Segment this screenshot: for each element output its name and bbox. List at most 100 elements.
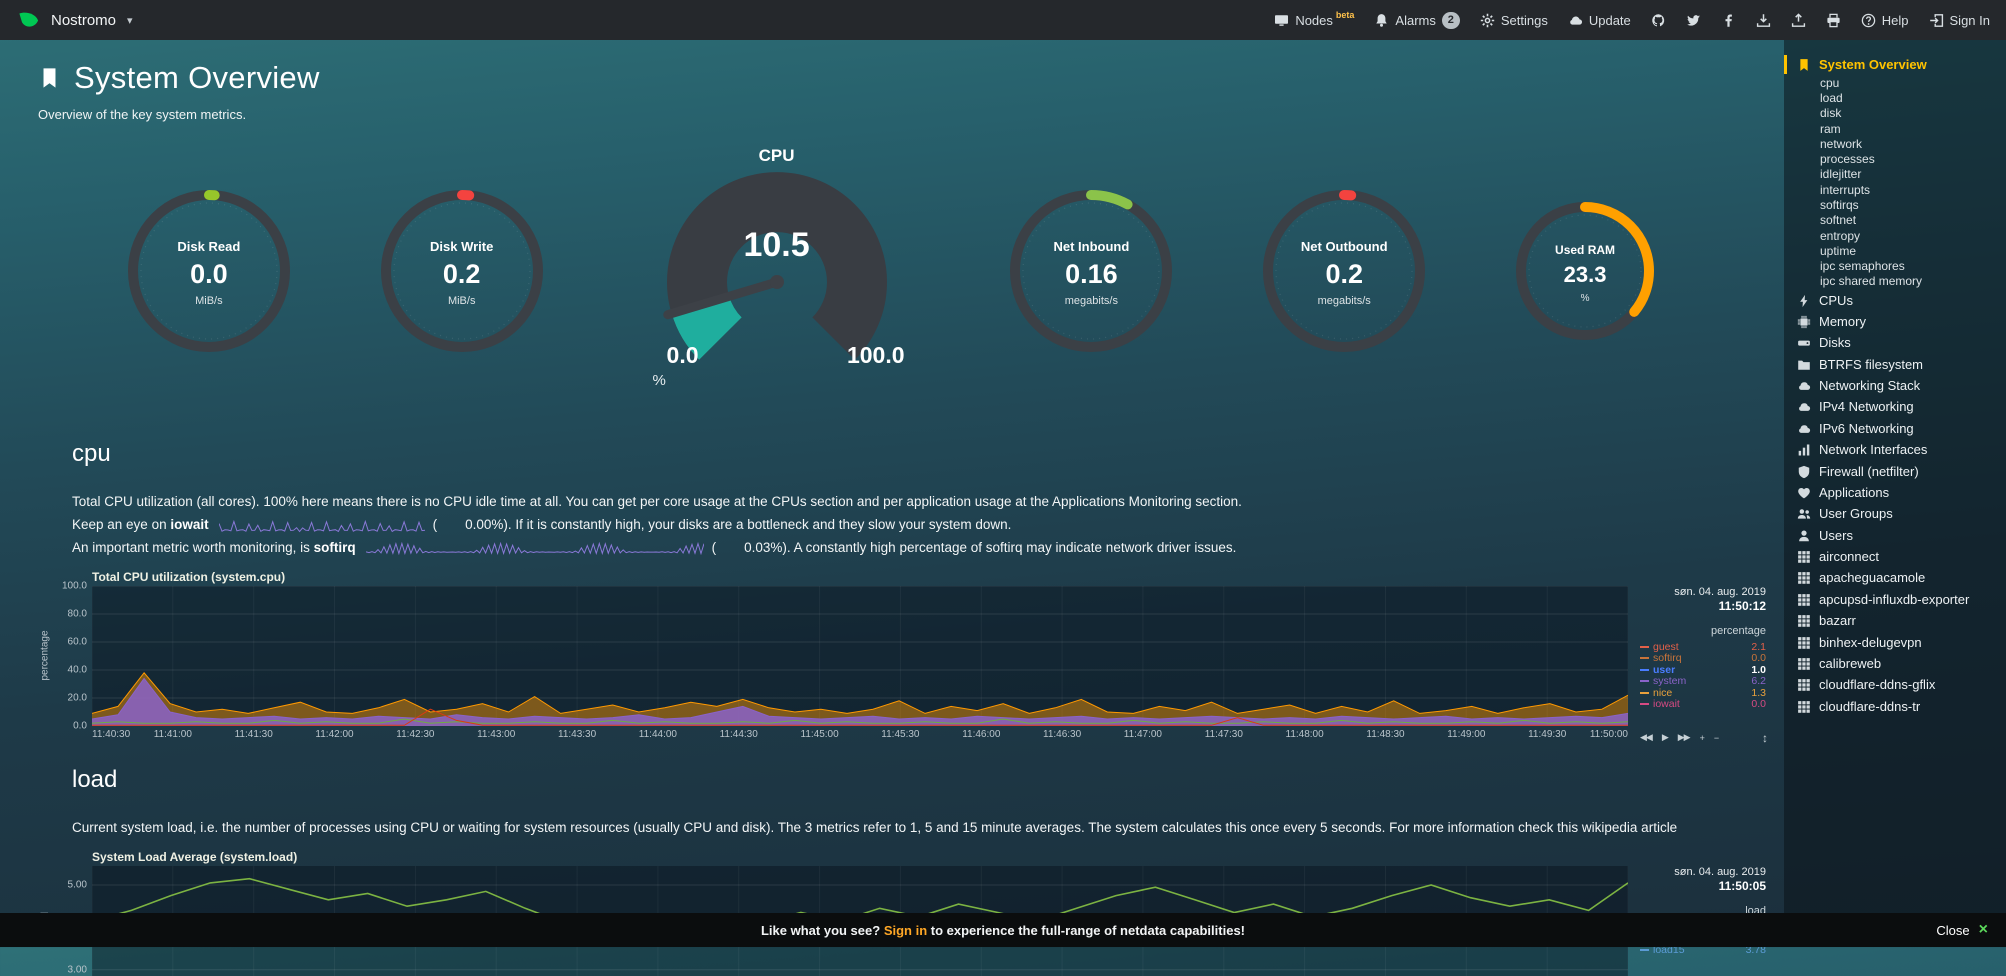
x-tick-label: 11:42:30	[396, 729, 434, 740]
close-label: Close	[1936, 923, 1969, 938]
sidebar-item-cloudflare-ddns-gflix[interactable]: cloudflare-ddns-gflix	[1797, 674, 1998, 695]
sidebar-subitem-network[interactable]: network	[1797, 137, 1998, 152]
main-content: System Overview Overview of the key syst…	[0, 40, 1784, 947]
sidebar-item-system-overview[interactable]: System Overview	[1797, 54, 1998, 75]
gauge-unit: megabits/s	[1065, 295, 1118, 307]
sidebar-subitem-entropy[interactable]: entropy	[1797, 228, 1998, 243]
nav-facebook[interactable]	[1721, 13, 1736, 28]
brand[interactable]: Nostromo ▾	[16, 10, 133, 31]
chart-toolbar: ◀◀▶▶▶+−↕	[1640, 726, 1768, 745]
sidebar-subitem-softnet[interactable]: softnet	[1797, 213, 1998, 228]
chart-tool-fast-forward-icon[interactable]: ▶▶	[1678, 732, 1690, 743]
banner-close-button[interactable]: Close ×	[1936, 922, 2006, 938]
sidebar-item-users[interactable]: Users	[1797, 524, 1998, 545]
sidebar-subitem-disk[interactable]: disk	[1797, 106, 1998, 121]
nav-signin[interactable]: Sign In	[1929, 13, 1990, 28]
iowait-term: iowait	[170, 517, 208, 532]
signin-icon	[1929, 13, 1944, 28]
x-tick-label: 11:46:30	[1043, 729, 1081, 740]
sidebar-item-btrfs-filesystem[interactable]: BTRFS filesystem	[1797, 353, 1998, 374]
chart-resize-handle-icon[interactable]: ↕	[1762, 731, 1768, 745]
sidebar-subitem-ipc-shared-memory[interactable]: ipc shared memory	[1797, 274, 1998, 289]
nav-export[interactable]	[1756, 13, 1771, 28]
chart-title: Total CPU utilization (system.cpu)	[92, 570, 1784, 586]
y-tick-label: 3.00	[68, 964, 87, 975]
nav-print[interactable]	[1826, 13, 1841, 28]
sidebar-item-disks[interactable]: Disks	[1797, 332, 1998, 353]
shield-icon	[1797, 465, 1811, 479]
chart-tool-play-icon[interactable]: ▶	[1662, 732, 1668, 743]
nav-help[interactable]: Help	[1861, 13, 1909, 28]
sidebar-item-networking-stack[interactable]: Networking Stack	[1797, 375, 1998, 396]
grid-icon	[1797, 571, 1811, 585]
sidebar-subitem-uptime[interactable]: uptime	[1797, 243, 1998, 258]
sidebar-item-memory[interactable]: Memory	[1797, 311, 1998, 332]
nav-import[interactable]	[1791, 13, 1806, 28]
netdata-logo-icon	[16, 10, 42, 31]
nav-github[interactable]	[1651, 13, 1666, 28]
nav-update[interactable]: Update	[1568, 13, 1631, 28]
bookmark-icon	[38, 64, 61, 92]
chart-tool-zoom-in-icon[interactable]: +	[1700, 733, 1704, 743]
facebook-icon	[1721, 13, 1736, 28]
sidebar-item-ipv6-networking[interactable]: IPv6 Networking	[1797, 418, 1998, 439]
chart-plot-area[interactable]	[92, 586, 1628, 726]
sidebar-item-label: apcupsd-influxdb-exporter	[1819, 592, 1969, 607]
nav-label: Help	[1882, 13, 1909, 28]
sidebar-subitem-interrupts[interactable]: interrupts	[1797, 182, 1998, 197]
sidebar-item-label: Network Interfaces	[1819, 442, 1927, 457]
sidebar-item-cpus[interactable]: CPUs	[1797, 289, 1998, 310]
sidebar-subitem-cpu[interactable]: cpu	[1797, 75, 1998, 90]
sidebar-subitem-ipc-semaphores[interactable]: ipc semaphores	[1797, 259, 1998, 274]
sidebar-item-label: IPv6 Networking	[1819, 421, 1914, 436]
banner-message: Like what you see? Sign in to experience…	[0, 923, 2006, 938]
sign-in-link[interactable]: Sign in	[884, 923, 927, 938]
cpu-description: Total CPU utilization (all cores). 100% …	[72, 492, 1784, 512]
sidebar-item-apcupsd-influxdb-exporter[interactable]: apcupsd-influxdb-exporter	[1797, 589, 1998, 610]
sidebar-item-label: binhex-delugevpn	[1819, 635, 1922, 650]
sidebar-item-apacheguacamole[interactable]: apacheguacamole	[1797, 567, 1998, 588]
sidebar-item-network-interfaces[interactable]: Network Interfaces	[1797, 439, 1998, 460]
sidebar-item-airconnect[interactable]: airconnect	[1797, 546, 1998, 567]
x-tick-label: 11:44:00	[639, 729, 677, 740]
sidebar-subitem-ram[interactable]: ram	[1797, 121, 1998, 136]
chart-tool-zoom-out-icon[interactable]: −	[1714, 733, 1718, 743]
sidebar-item-firewall-netfilter[interactable]: Firewall (netfilter)	[1797, 460, 1998, 481]
x-tick-label: 11:50:00	[1590, 729, 1628, 740]
y-tick-label: 0.0	[73, 720, 87, 731]
nav-twitter[interactable]	[1686, 13, 1701, 28]
sidebar-subitem-idlejitter[interactable]: idlejitter	[1797, 167, 1998, 182]
sidebar-subitem-processes[interactable]: processes	[1797, 152, 1998, 167]
sidebar-item-label: BTRFS filesystem	[1819, 357, 1923, 372]
sidebar-item-applications[interactable]: Applications	[1797, 482, 1998, 503]
sidebar-item-calibreweb[interactable]: calibreweb	[1797, 653, 1998, 674]
sidebar-item-ipv4-networking[interactable]: IPv4 Networking	[1797, 396, 1998, 417]
sidebar-item-cloudflare-ddns-tr[interactable]: cloudflare-ddns-tr	[1797, 695, 1998, 716]
chevron-down-icon: ▾	[127, 14, 133, 27]
sidebar-item-binhex-delugevpn[interactable]: binhex-delugevpn	[1797, 631, 1998, 652]
close-icon[interactable]: ×	[1979, 922, 1988, 938]
sidebar-subitem-softirqs[interactable]: softirqs	[1797, 198, 1998, 213]
sidebar-subitem-load[interactable]: load	[1797, 91, 1998, 106]
nav-settings[interactable]: Settings	[1480, 13, 1548, 28]
grid-icon	[1797, 678, 1811, 692]
sidebar-item-bazarr[interactable]: bazarr	[1797, 610, 1998, 631]
load-description: Current system load, i.e. the number of …	[72, 818, 1784, 838]
chart-tool-rewind-icon[interactable]: ◀◀	[1640, 732, 1652, 743]
sidebar-item-user-groups[interactable]: User Groups	[1797, 503, 1998, 524]
